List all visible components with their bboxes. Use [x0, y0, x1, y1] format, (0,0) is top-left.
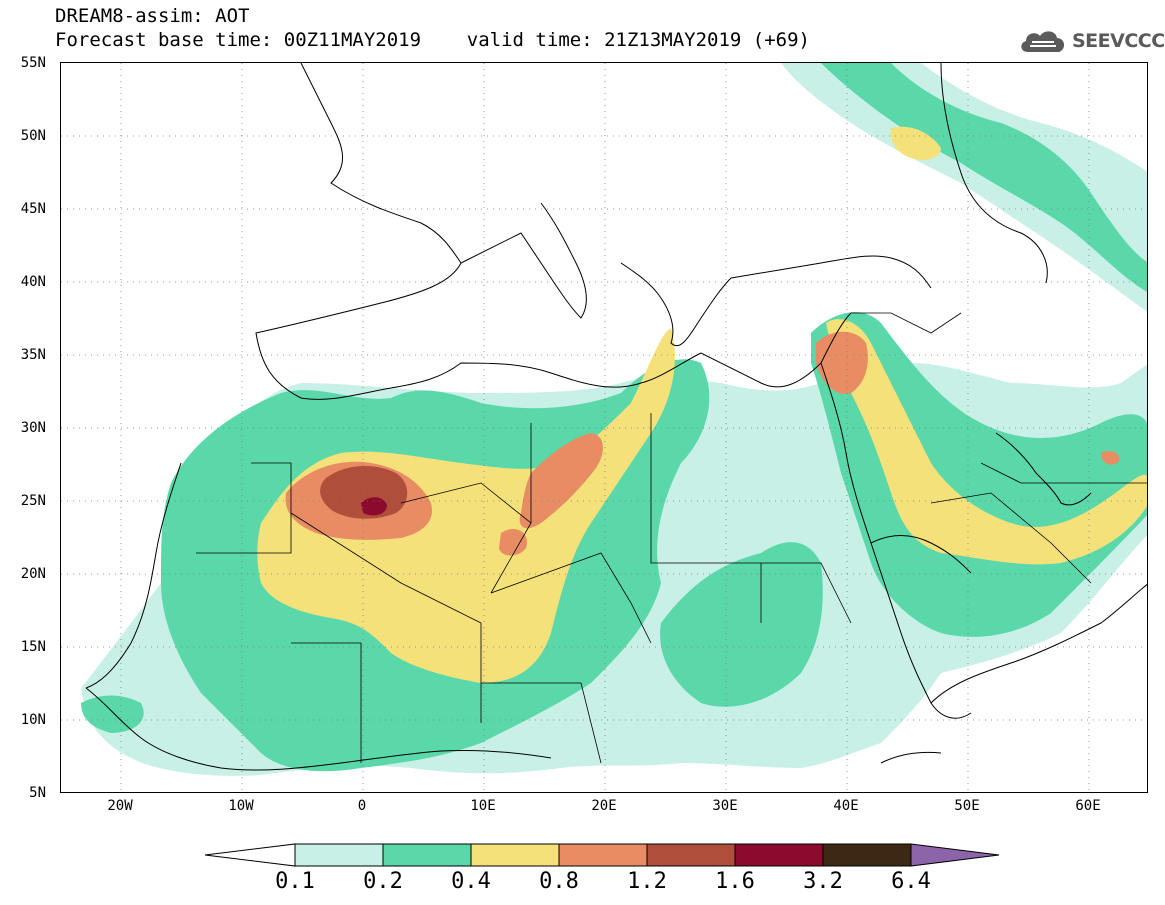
- colorbar-label-0-4: 0.4: [451, 869, 491, 894]
- lat-label-55n: 55N: [20, 55, 46, 71]
- colorbar-label-1-2: 1.2: [627, 869, 667, 894]
- lat-label-40n: 40N: [20, 274, 46, 290]
- colorbar-swatch-0-4: [470, 843, 560, 867]
- lat-label-45n: 45N: [20, 201, 46, 217]
- lon-label-50e: 50E: [954, 798, 980, 814]
- country-borders: [196, 312, 1147, 764]
- lon-label-20w: 20W: [107, 798, 133, 814]
- lat-label-25n: 25N: [20, 493, 46, 509]
- aot-band-1-6: [361, 497, 387, 516]
- lat-label-35n: 35N: [20, 347, 46, 363]
- aot-map: [60, 62, 1148, 793]
- forecast-time-subtitle: Forecast base time: 00Z11MAY2019 valid t…: [55, 29, 810, 51]
- colorbar-swatch-0-1: [294, 843, 384, 867]
- logo-text: SEEVCCC: [1072, 30, 1165, 52]
- lat-label-10n: 10N: [20, 712, 46, 728]
- lon-label-30e: 30E: [712, 798, 738, 814]
- lon-label-40e: 40E: [833, 798, 859, 814]
- gridlines: [61, 63, 1147, 792]
- lat-label-30n: 30N: [20, 420, 46, 436]
- colorbar-label-0-8: 0.8: [539, 869, 579, 894]
- lon-label-10e: 10E: [470, 798, 496, 814]
- colorbar-label-6-4: 6.4: [891, 869, 931, 894]
- coastlines: [85, 63, 1147, 771]
- cloud-icon: [1021, 31, 1065, 52]
- aot-band-0-4: [257, 126, 1147, 683]
- lon-label-0: 0: [357, 798, 367, 814]
- colorbar-label-0-1: 0.1: [275, 869, 315, 894]
- colorbar-over-arrow: [910, 843, 1000, 867]
- lon-label-20e: 20E: [591, 798, 617, 814]
- colorbar-swatch-1-2: [646, 843, 736, 867]
- colorbar-swatch-0-2: [382, 843, 472, 867]
- aot-colorbar: [205, 843, 1000, 867]
- seevccc-logo: SEEVCCC: [1018, 25, 1165, 57]
- lat-label-20n: 20N: [20, 566, 46, 582]
- colorbar-swatch-3-2: [822, 843, 912, 867]
- colorbar-swatch-1-6: [734, 843, 824, 867]
- lon-label-10w: 10W: [228, 798, 254, 814]
- colorbar-label-1-6: 1.6: [715, 869, 755, 894]
- aot-map-canvas: [61, 63, 1147, 792]
- colorbar-swatch-0-8: [558, 843, 648, 867]
- lat-label-5n: 5N: [29, 785, 46, 801]
- lat-label-50n: 50N: [20, 128, 46, 144]
- colorbar-label-3-2: 3.2: [803, 869, 843, 894]
- lon-label-60e: 60E: [1075, 798, 1101, 814]
- lat-label-15n: 15N: [20, 639, 46, 655]
- colorbar-under-arrow: [205, 843, 296, 867]
- map-title: DREAM8-assim: AOT: [55, 5, 250, 27]
- colorbar-label-0-2: 0.2: [363, 869, 403, 894]
